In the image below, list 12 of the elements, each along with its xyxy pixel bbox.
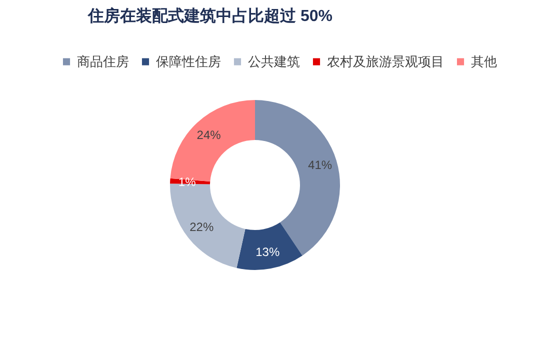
donut-slice xyxy=(236,222,302,270)
data-label: 24% xyxy=(196,128,222,142)
legend-label: 其他 xyxy=(471,54,497,69)
data-label: 13% xyxy=(256,244,280,259)
legend-label: 公共建筑 xyxy=(248,54,300,69)
legend-label: 农村及旅游景观项目 xyxy=(327,54,444,69)
legend-label: 商品住房 xyxy=(77,54,129,69)
data-label: 22% xyxy=(190,220,214,234)
donut-slice xyxy=(255,100,340,256)
legend-label: 保障性住房 xyxy=(156,54,221,69)
data-label: 41% xyxy=(308,158,332,172)
chart-title: 住房在装配式建筑中占比超过 50% xyxy=(87,6,332,25)
